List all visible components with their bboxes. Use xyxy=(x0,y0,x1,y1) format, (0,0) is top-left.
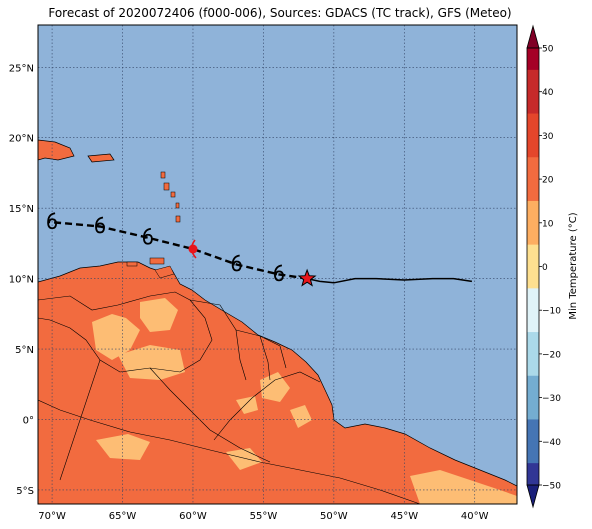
colorbar-band xyxy=(527,463,539,486)
colorbar-band xyxy=(527,179,539,202)
island-land xyxy=(160,171,166,179)
island-land xyxy=(175,215,181,223)
mild-temperature-patch xyxy=(96,434,150,460)
colorbar-tick-label: −40 xyxy=(542,438,561,448)
island-land xyxy=(149,257,165,265)
puerto-rico-land xyxy=(87,153,115,163)
mild-temperature-patch xyxy=(236,396,258,414)
mild-temperature-patch xyxy=(226,448,262,470)
storm-symbol-icon xyxy=(274,264,284,282)
colorbar-tick-label: 20 xyxy=(542,176,554,186)
colorbar-band xyxy=(527,419,539,442)
colorbar-tick-label: −30 xyxy=(542,394,561,404)
colorbar-band xyxy=(527,353,539,377)
storm-symbols xyxy=(47,212,284,282)
mild-temperature-patch xyxy=(260,372,290,402)
country-border xyxy=(38,291,213,373)
longitude-tick-label: 65°W xyxy=(109,511,137,522)
longitude-tick-label: 45°W xyxy=(390,511,418,522)
storm-symbol-icon xyxy=(47,212,57,230)
figure-title: Forecast of 2020072406 (f000-006), Sourc… xyxy=(48,6,512,20)
colorbar-tick-label: −50 xyxy=(542,482,561,492)
colorbar-band xyxy=(527,91,539,115)
colorbar-tick-label: −20 xyxy=(542,350,561,360)
colorbar-tick-label: 50 xyxy=(542,45,554,55)
tc-position-arc xyxy=(190,239,197,259)
mild-temperature-patch xyxy=(410,470,517,504)
mild-temperature-patch xyxy=(290,405,312,428)
latitude-tick-label: 5°S xyxy=(16,486,34,497)
country-border xyxy=(259,335,287,369)
colorbar-tick-label: −10 xyxy=(542,307,561,317)
colorbar-band xyxy=(527,332,539,355)
colorbar-band xyxy=(527,113,539,136)
country-border xyxy=(149,367,271,463)
colorbar-band xyxy=(527,244,539,267)
colorbar-band xyxy=(527,222,539,246)
map-frame xyxy=(37,24,518,505)
colorbar-band xyxy=(527,375,539,399)
colorbar-min-extension xyxy=(526,484,540,509)
island-land xyxy=(154,265,175,279)
country-border xyxy=(235,329,271,381)
tc-position-dot xyxy=(188,244,198,254)
colorbar-band xyxy=(527,310,539,333)
longitude-tick-label: 40°W xyxy=(461,511,489,522)
colorbar-band xyxy=(527,441,539,464)
island-land xyxy=(126,261,138,267)
colorbar-band xyxy=(527,397,539,420)
longitude-tick-labels: 70°W 65°W 60°W 55°W 50°W 45°W 40°W xyxy=(38,511,488,522)
island-land xyxy=(175,202,180,209)
island-land xyxy=(163,182,170,191)
latitude-tick-label: 5°N xyxy=(15,345,34,356)
hispaniola-land xyxy=(38,139,75,161)
colorbar-band xyxy=(527,266,539,289)
past-track-line xyxy=(306,277,473,284)
colorbar-tick-label: 30 xyxy=(542,132,554,142)
storm-symbol-icon xyxy=(142,227,153,245)
country-border xyxy=(59,359,101,481)
longitude-tick-label: 60°W xyxy=(179,511,207,522)
colorbar-tick-label: 10 xyxy=(542,219,554,229)
longitude-tick-label: 55°W xyxy=(250,511,278,522)
current-position-star xyxy=(297,268,317,287)
country-border xyxy=(38,399,421,504)
colorbar-band xyxy=(527,200,539,224)
longitude-tick-label: 70°W xyxy=(38,511,66,522)
latitude-tick-labels: 25°N 20°N 15°N 10°N 5°N 0° 5°S xyxy=(9,63,34,497)
graticule xyxy=(38,25,517,504)
colorbar-band xyxy=(527,288,539,311)
latitude-tick-label: 25°N xyxy=(9,63,34,74)
colorbar-max-extension xyxy=(526,24,540,49)
latitude-tick-label: 20°N xyxy=(9,134,34,145)
colorbar-tick-label: 40 xyxy=(542,88,554,98)
colorbar-band xyxy=(527,157,539,180)
latitude-tick-label: 0° xyxy=(23,415,34,426)
mild-temperature-patch xyxy=(140,298,178,332)
storm-symbol-icon xyxy=(95,216,105,234)
colorbar-band xyxy=(527,48,539,71)
mild-temperature-patch xyxy=(92,314,140,360)
latitude-tick-label: 10°N xyxy=(9,275,34,286)
storm-symbol-icon xyxy=(231,254,242,272)
colorbar-tick-labels: 50 40 30 20 10 0 −10 −20 −30 −40 −50 xyxy=(539,45,561,492)
forecast-track-line xyxy=(51,221,308,280)
colorbar-band xyxy=(527,135,539,158)
colorbar xyxy=(526,24,540,509)
latitude-tick-label: 15°N xyxy=(9,204,34,215)
land-layer xyxy=(38,139,517,504)
colorbar-tick-label: 0 xyxy=(542,263,548,273)
island-land xyxy=(170,191,176,198)
colorbar-label: Min Temperature (°C) xyxy=(568,212,579,319)
colorbar-band xyxy=(527,69,539,93)
longitude-tick-label: 50°W xyxy=(320,511,348,522)
mild-temperature-patch xyxy=(118,345,185,380)
